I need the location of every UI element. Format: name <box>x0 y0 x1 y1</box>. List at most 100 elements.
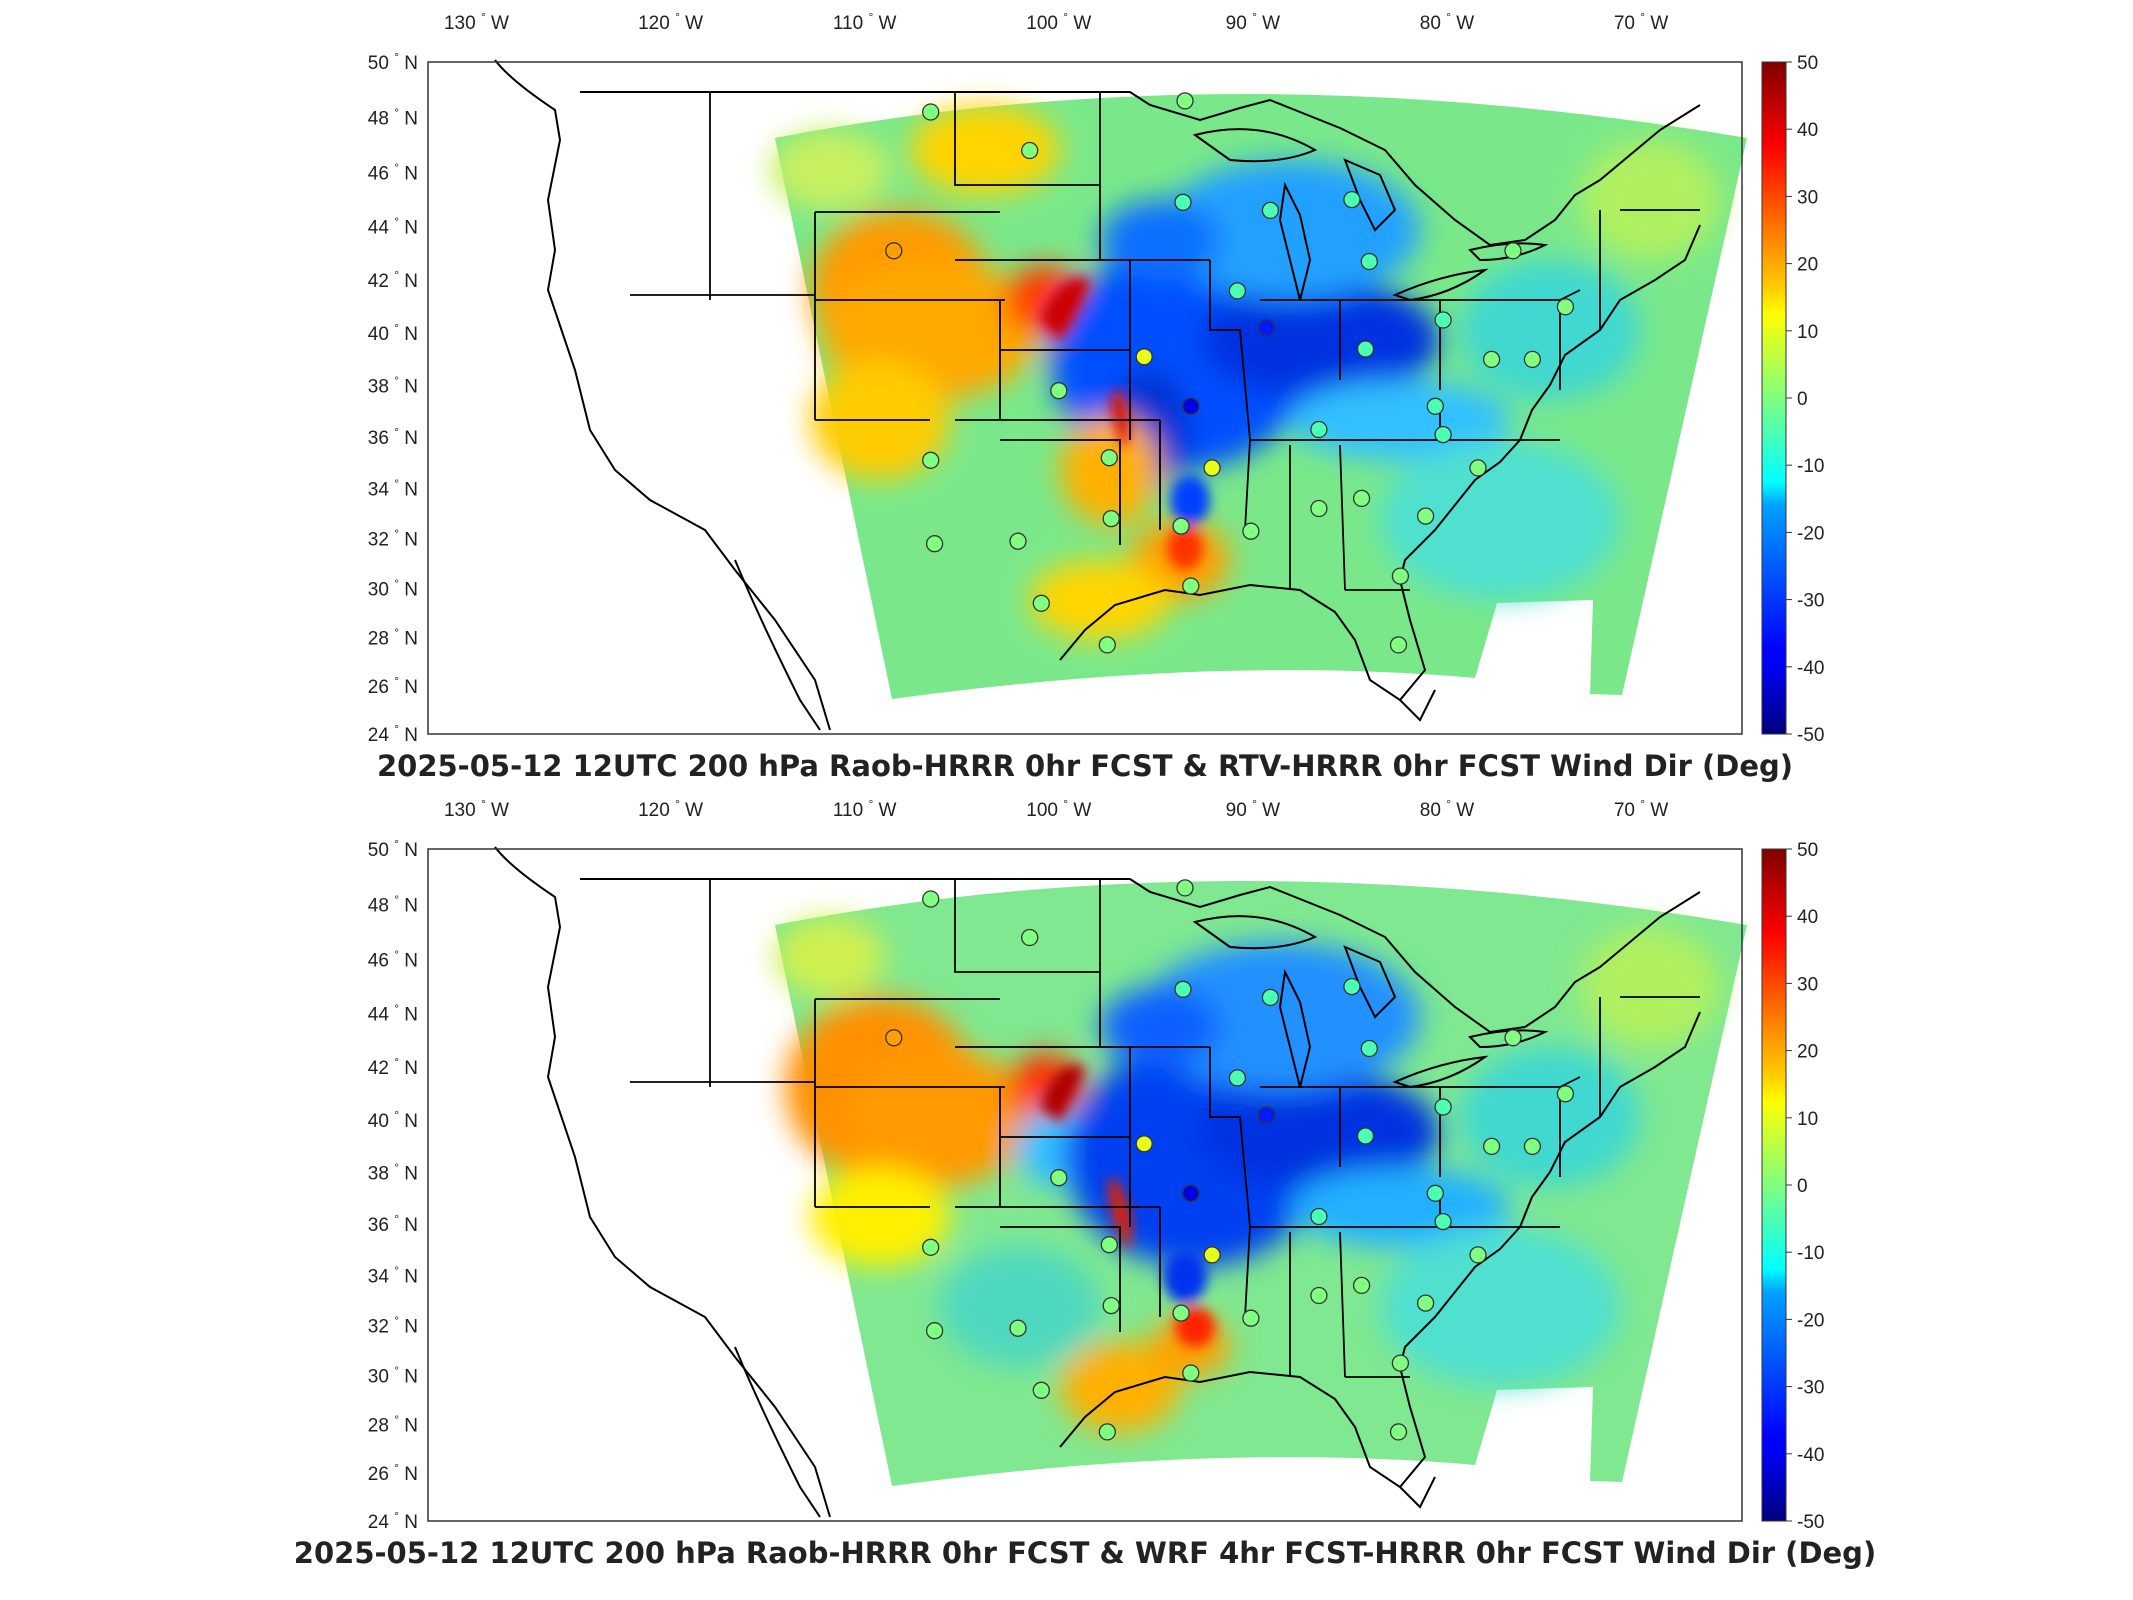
raob-station-marker <box>1391 1354 1410 1372</box>
colorbar-tick-label: -30 <box>1797 591 1824 612</box>
raob-station-marker <box>1050 1169 1068 1187</box>
raob-station-marker <box>1261 988 1280 1007</box>
raob-station-marker <box>1389 636 1408 654</box>
lat-tick-label: 40 ° N <box>368 1108 418 1132</box>
raob-station-marker <box>1176 92 1194 110</box>
map-frame <box>427 848 1743 1522</box>
raob-station-marker <box>1182 1184 1200 1202</box>
raob-station-marker <box>1261 201 1280 220</box>
lat-tick-labels: 50 ° N 48 ° N 46 ° N 44 ° N 42 ° N 40 ° N 38 °… <box>368 837 418 1533</box>
raob-station-marker <box>1182 1364 1200 1382</box>
raob-station-marker <box>1228 1069 1247 1087</box>
raob-station-marker <box>922 103 940 121</box>
state-borders <box>630 879 1700 1378</box>
raob-station-marker <box>1556 298 1575 316</box>
lat-tick-label: 46 ° N <box>368 947 418 971</box>
lat-tick-label: 30 ° N <box>368 1364 418 1388</box>
lat-tick-label: 36 ° N <box>368 425 418 449</box>
raob-station-marker <box>1009 532 1027 550</box>
colorbar-tick-label: 40 <box>1797 907 1818 928</box>
colorbar-gradient <box>1761 848 1787 1522</box>
lat-tick-labels: 50 ° N 48 ° N 46 ° N 44 ° N 42 ° N 40 ° N 38 °… <box>368 50 418 746</box>
raob-station-marker <box>1182 577 1200 595</box>
lon-tick-labels: 130 ° W 120 ° W 110 ° W 100 ° W 90 ° W 80 ° W… <box>444 10 1668 34</box>
raob-station-marker <box>1021 141 1039 160</box>
raob-station-marker <box>1343 977 1361 996</box>
lat-tick-label: 36 ° N <box>368 1212 418 1236</box>
raob-station-marker <box>1172 1304 1190 1322</box>
raob-station-marker <box>1242 1309 1260 1327</box>
raob-station-marker <box>1174 193 1192 211</box>
raob-station-marker <box>1360 252 1378 271</box>
raob-station-marker <box>1009 1319 1027 1337</box>
raob-station-marker <box>1482 350 1501 369</box>
colorbar-tick-label: -20 <box>1797 1310 1824 1331</box>
raob-station-marker <box>1469 459 1487 477</box>
raob-station-marker <box>1434 1098 1452 1116</box>
colorbar-tick-label: 50 <box>1797 840 1818 861</box>
baja <box>734 1346 821 1518</box>
lat-tick-label: 48 ° N <box>368 893 418 917</box>
raob-station-marker <box>925 535 944 553</box>
map-frame <box>427 61 1743 735</box>
lat-tick-label: 28 ° N <box>368 626 418 650</box>
lat-tick-label: 30 ° N <box>368 577 418 601</box>
colorbar: 50 40 30 20 10 0 -10 -20 -30 -40 -50 <box>1761 53 1824 746</box>
raob-station-marker <box>1360 1039 1378 1058</box>
colorbar-tick-label: -50 <box>1797 1512 1824 1533</box>
colorbar-tick-label: 0 <box>1797 1176 1808 1197</box>
raob-station-marker <box>1310 1286 1328 1305</box>
raob-station-marker <box>1203 459 1221 477</box>
canada-border <box>580 878 1701 1034</box>
lat-tick-label: 42 ° N <box>368 1055 418 1079</box>
raob-station-marker <box>922 451 940 469</box>
raob-station-marker <box>1482 1137 1501 1156</box>
raob-station-marker <box>922 1238 940 1256</box>
lat-tick-label: 28 ° N <box>368 1413 418 1437</box>
colorbar-tick-label: -20 <box>1797 523 1824 544</box>
lat-tick-label: 40 ° N <box>368 321 418 345</box>
lat-tick-label: 32 ° N <box>368 527 418 551</box>
lon-tick-label: 120 ° W <box>638 797 703 821</box>
raob-station-marker <box>1426 1184 1444 1202</box>
lon-tick-labels: 130 ° W 120 ° W 110 ° W 100 ° W 90 ° W 80 ° W… <box>444 797 1668 821</box>
colorbar-gradient <box>1761 61 1787 735</box>
lat-tick-label: 32 ° N <box>368 1314 418 1338</box>
raob-station-marker <box>1469 1246 1487 1264</box>
panel-title: 2025-05-12 12UTC 200 hPa Raob-HRRR 0hr F… <box>294 1536 1876 1570</box>
raob-station-marker <box>922 890 940 908</box>
lon-tick-label: 130 ° W <box>444 10 509 34</box>
raob-station-marker <box>885 1029 903 1047</box>
raob-station-marker <box>1176 879 1194 897</box>
lon-tick-label: 120 ° W <box>638 10 703 34</box>
colorbar-tick-label: -40 <box>1797 658 1824 679</box>
raob-station-marker <box>1523 1137 1542 1156</box>
raob-station-marker <box>1100 449 1118 467</box>
lat-tick-label: 50 ° N <box>368 837 418 861</box>
colorbar-tick-label: 30 <box>1797 974 1818 995</box>
lat-tick-label: 24 ° N <box>368 1509 418 1533</box>
colorbar-tick-label: -30 <box>1797 1378 1824 1399</box>
raob-station-marker <box>1434 311 1452 329</box>
lon-tick-label: 70 ° W <box>1614 10 1669 34</box>
lat-tick-label: 34 ° N <box>368 476 418 500</box>
colorbar-tick-label: 10 <box>1797 322 1818 343</box>
raob-station-marker <box>1203 1246 1221 1264</box>
raob-station-marker <box>1100 1236 1118 1254</box>
raob-station-marker <box>1242 522 1260 540</box>
lon-tick-label: 110 ° W <box>833 797 897 821</box>
raob-station-marker <box>1172 517 1190 535</box>
colorbar-tick-label: -40 <box>1797 1445 1824 1466</box>
stations <box>885 92 1575 654</box>
raob-station-marker <box>1416 507 1435 525</box>
canada-border <box>580 91 1701 247</box>
colorbar-tick-label: -10 <box>1797 456 1824 477</box>
raob-station-marker <box>1135 1135 1153 1153</box>
lon-tick-label: 80 ° W <box>1420 10 1475 34</box>
colorbar-tick-label: 50 <box>1797 53 1818 74</box>
lat-tick-label: 44 ° N <box>368 215 418 239</box>
lat-tick-label: 38 ° N <box>368 1161 418 1185</box>
raob-station-marker <box>1343 190 1361 209</box>
colorbar-tick-label: 20 <box>1797 255 1818 276</box>
raob-station-marker <box>1098 1423 1116 1441</box>
